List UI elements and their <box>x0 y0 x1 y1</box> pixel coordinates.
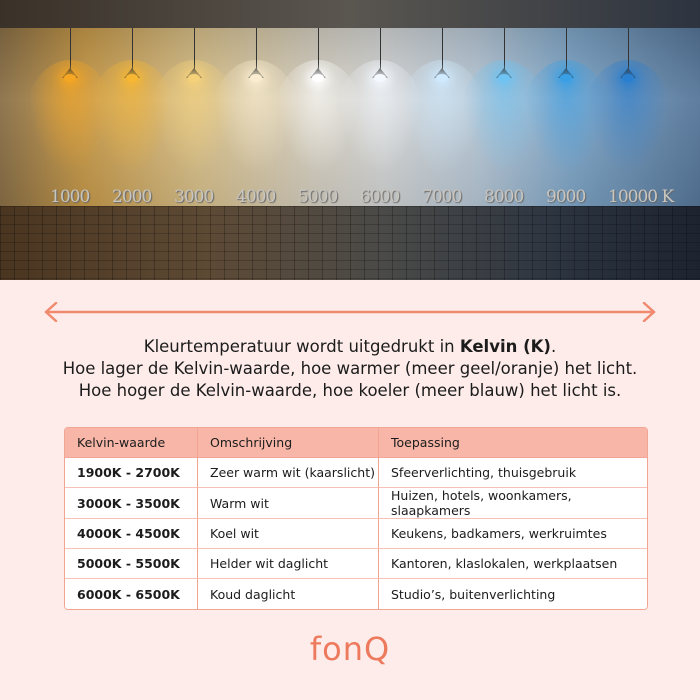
pendant-lamp-icon <box>122 28 142 84</box>
color-temperature-photo: 1000 2000 3000 4000 5000 6000 7000 8000 9000 1000… <box>0 0 700 280</box>
kelvin-cell: 5000K - 5500K <box>65 549 197 579</box>
kelvin-cell: 4000K - 4500K <box>65 519 197 549</box>
intro-line-1-text: Kleurtemperatuur wordt uitgedrukt in <box>143 337 460 356</box>
kelvin-label: 2000 <box>112 187 152 207</box>
kelvin-label: 5000 <box>298 187 338 207</box>
application-cell: Huizen, hotels, woonkamers, slaapkamers <box>378 488 647 519</box>
kelvin-cell: 3000K - 3500K <box>65 488 197 519</box>
pendant-lamp-icon <box>432 28 452 84</box>
intro-line-1: Kleurtemperatuur wordt uitgedrukt in Kel… <box>0 336 700 358</box>
kelvin-bold: Kelvin (K) <box>459 337 551 356</box>
table-header: Kelvin-waarde Omschrijving Toepassing <box>65 428 647 458</box>
application-cell: Sfeerverlichting, thuisgebruik <box>378 458 647 488</box>
pendant-lamp-icon <box>184 28 204 84</box>
pendant-lamp-icon <box>618 28 638 84</box>
description-cell: Koel wit <box>197 519 378 549</box>
pendant-lamp-icon <box>494 28 514 84</box>
floor <box>0 206 700 280</box>
intro-line-2: Hoe lager de Kelvin-waarde, hoe warmer (… <box>62 359 638 378</box>
description-cell: Zeer warm wit (kaarslicht) <box>197 458 378 488</box>
table-row: 3000K - 3500K Warm wit Huizen, hotels, woo… <box>65 488 647 519</box>
application-cell: Kantoren, klaslokalen, werkplaatsen <box>378 549 647 579</box>
application-cell: Studio’s, buitenverlichting <box>378 579 647 609</box>
kelvin-label: 4000 <box>236 187 276 207</box>
header-toepassing: Toepassing <box>378 428 647 458</box>
pendant-lamp-icon <box>60 28 80 84</box>
pendant-lamp-icon <box>370 28 390 84</box>
header-kelvin: Kelvin-waarde <box>65 428 197 458</box>
kelvin-table: Kelvin-waarde Omschrijving Toepassing 19… <box>64 427 648 610</box>
floor-tiles <box>0 206 700 280</box>
pendant-lamp-icon <box>556 28 576 84</box>
description-cell: Koud daglicht <box>197 579 378 609</box>
ceiling <box>0 0 700 28</box>
intro-text: Kleurtemperatuur wordt uitgedrukt in Kel… <box>0 336 700 402</box>
table-row: 1900K - 2700K Zeer warm wit (kaarslicht) S… <box>65 458 647 488</box>
description-cell: Helder wit daglicht <box>197 549 378 579</box>
kelvin-label: 10000 K <box>608 187 674 207</box>
kelvin-cell: 6000K - 6500K <box>65 579 197 609</box>
pendant-lamp-icon <box>308 28 328 84</box>
table-row: 5000K - 5500K Helder wit daglicht Kantoren… <box>65 549 647 579</box>
description-cell: Warm wit <box>197 488 378 519</box>
kelvin-label: 7000 <box>422 187 462 207</box>
pendant-lamp-icon <box>246 28 266 84</box>
intro-line-1-end: . <box>550 337 557 356</box>
application-cell: Keukens, badkamers, werkruimtes <box>378 519 647 549</box>
header-omschrijving: Omschrijving <box>197 428 378 458</box>
kelvin-label: 1000 <box>50 187 90 207</box>
kelvin-label: 6000 <box>360 187 400 207</box>
kelvin-cell: 1900K - 2700K <box>65 458 197 488</box>
table-row: 4000K - 4500K Koel wit Keukens, badkamers,… <box>65 519 647 549</box>
fonq-logo: fonQ <box>309 630 391 668</box>
intro-line-3: Hoe hoger de Kelvin-waarde, hoe koeler (… <box>78 381 622 400</box>
kelvin-label: 3000 <box>174 187 214 207</box>
kelvin-label: 9000 <box>546 187 586 207</box>
table-row: 6000K - 6500K Koud daglicht Studio’s, buit… <box>65 579 647 609</box>
double-arrow-icon <box>44 302 656 322</box>
kelvin-label: 8000 <box>484 187 524 207</box>
